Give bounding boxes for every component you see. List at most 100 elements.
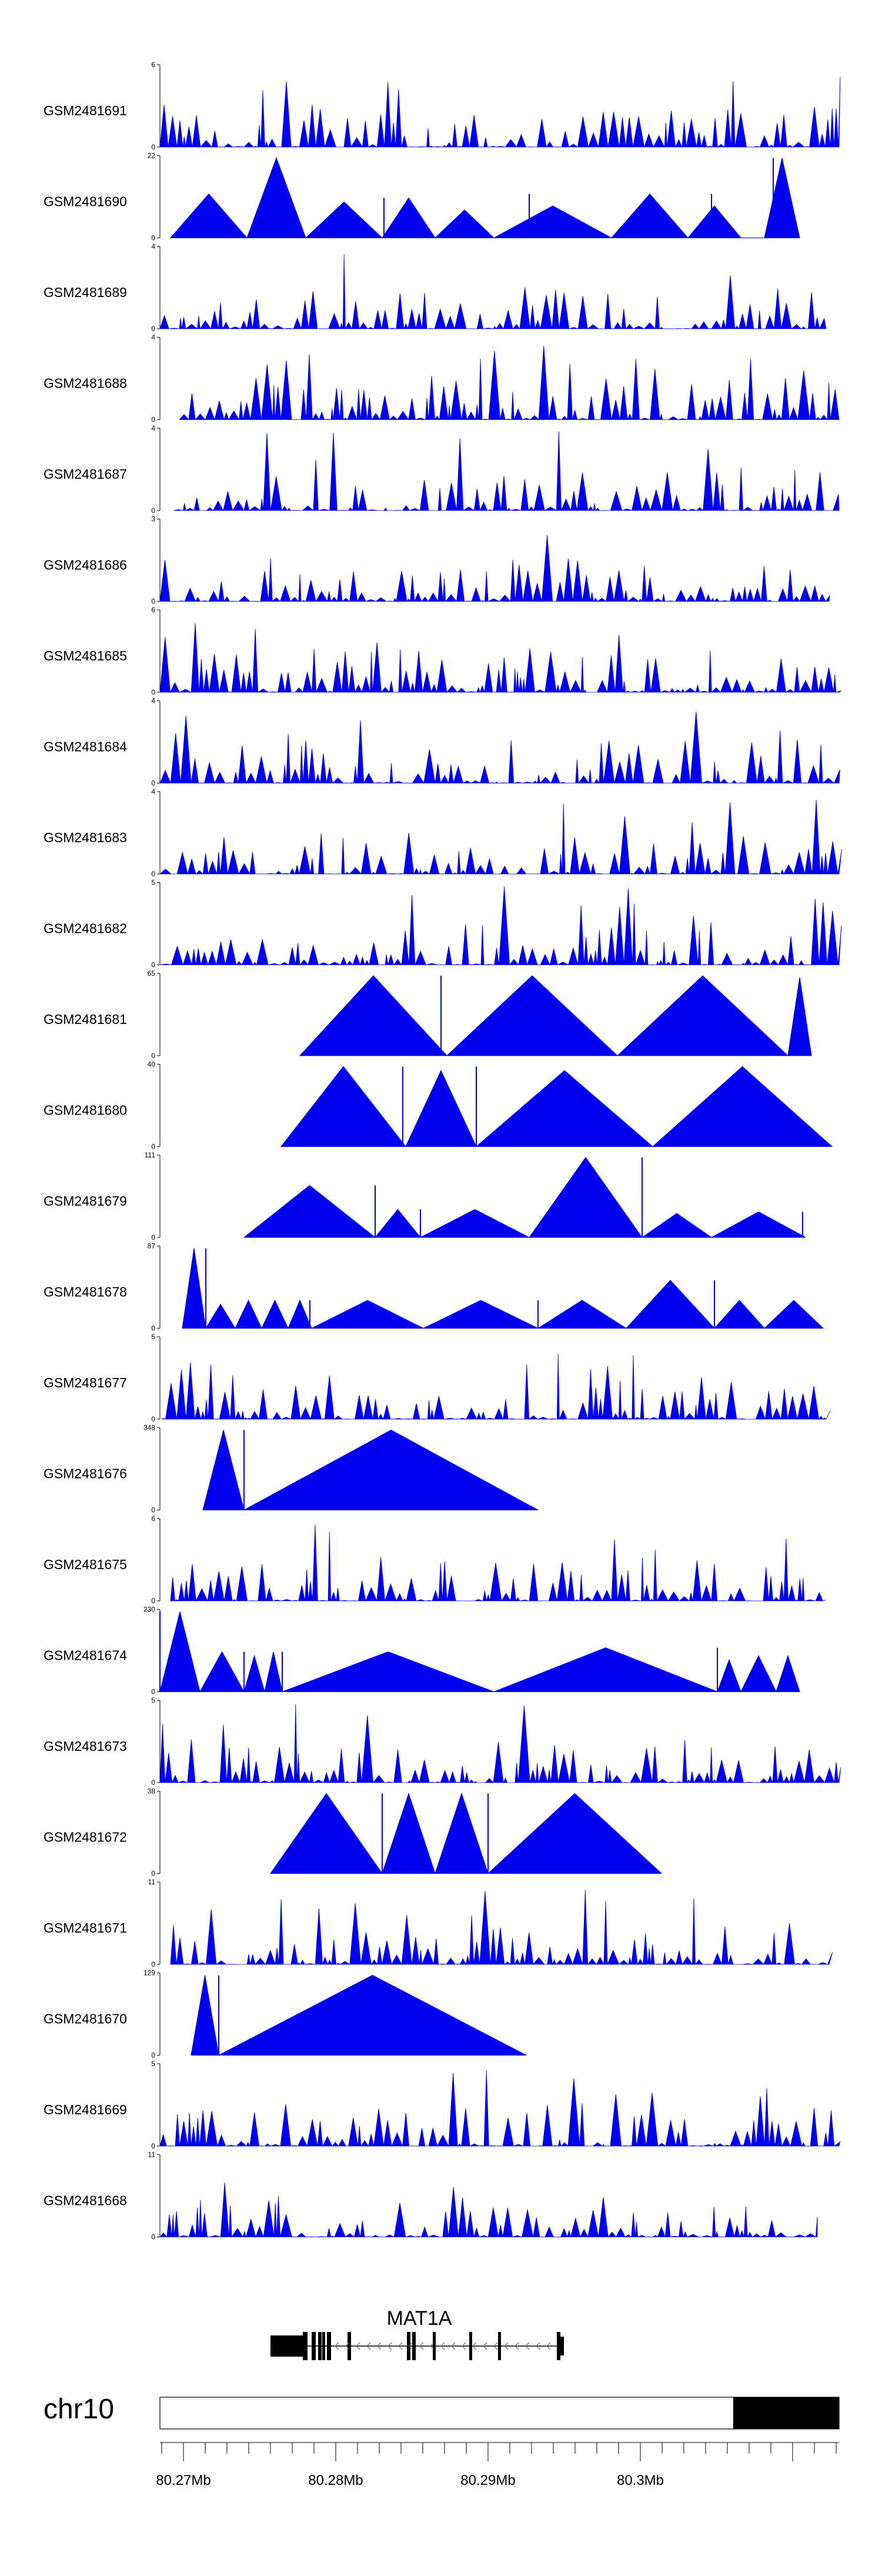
chromosome-band	[733, 2397, 839, 2429]
y-axis-min-label: 0	[151, 688, 155, 696]
chromosome-label: chr10	[44, 2394, 114, 2425]
strand-arrow-icon	[387, 2342, 392, 2350]
track-label: GSM2481687	[44, 466, 127, 482]
coverage-area	[159, 76, 841, 148]
y-axis-min-label: 0	[151, 1778, 155, 1787]
track-GSM2481671: GSM2481671 11 0	[44, 1878, 833, 1968]
axis-tick-label: 80.27Mb	[156, 2472, 211, 2488]
track-GSM2481677: GSM2481677 5 0	[44, 1333, 831, 1423]
track-label: GSM2481678	[44, 1284, 127, 1300]
coverage-area	[170, 1890, 833, 1966]
y-axis-max-label: 5	[151, 1333, 155, 1341]
coverage-area	[169, 157, 800, 239]
exon-block	[303, 2332, 308, 2360]
y-axis-min-label: 0	[151, 598, 155, 606]
y-axis-min-label: 0	[151, 1960, 155, 1968]
track-GSM2481685: GSM2481685 6 0	[44, 606, 841, 696]
y-axis-min-label: 0	[151, 1143, 155, 1151]
strand-arrow-icon	[430, 2342, 435, 2350]
y-axis-min-label: 0	[151, 325, 155, 333]
y-axis-max-label: 5	[151, 879, 155, 887]
track-GSM2481678: GSM2481678 87 0	[44, 1242, 824, 1333]
track-label: GSM2481673	[44, 1739, 127, 1754]
exon-block	[312, 2332, 316, 2360]
coverage-area	[299, 975, 812, 1057]
y-axis-min-label: 0	[151, 506, 155, 515]
exon-block	[469, 2332, 472, 2360]
strand-arrow-icon	[504, 2342, 509, 2350]
y-axis-max-label: 4	[151, 333, 155, 342]
track-GSM2481691: GSM2481691 6 0	[44, 61, 841, 151]
y-axis-max-label: 111	[145, 1151, 156, 1159]
track-label: GSM2481677	[44, 1375, 127, 1390]
strand-arrow-icon	[440, 2342, 445, 2350]
y-axis-max-label: 38	[148, 1787, 156, 1796]
track-label: GSM2481672	[44, 1830, 127, 1845]
track-GSM2481672: GSM2481672 38 0	[44, 1787, 663, 1878]
track-label: GSM2481689	[44, 285, 127, 300]
strand-arrow-icon	[409, 2342, 413, 2350]
track-GSM2481673: GSM2481673 5 0	[44, 1696, 841, 1787]
utr-block	[559, 2337, 564, 2355]
track-label: GSM2481669	[44, 2102, 127, 2117]
y-axis-min-label: 0	[151, 2051, 155, 2060]
y-axis-min-label: 0	[151, 2142, 155, 2150]
coverage-area	[159, 1704, 841, 1784]
coverage-area	[159, 2182, 818, 2238]
strand-arrow-icon	[356, 2342, 360, 2350]
track-label: GSM2481688	[44, 376, 127, 391]
exon-block	[407, 2332, 410, 2360]
track-label: GSM2481683	[44, 830, 127, 845]
track-label: GSM2481674	[44, 1648, 127, 1663]
y-axis-min-label: 0	[151, 416, 155, 424]
axis-tick-label: 80.28Mb	[308, 2472, 363, 2488]
y-axis-min-label: 0	[151, 1052, 155, 1060]
gene-model: MAT1A	[270, 2307, 564, 2360]
y-axis-max-label: 22	[148, 152, 156, 160]
track-label: GSM2481671	[44, 1920, 127, 1936]
coverage-tracks: GSM248169160GSM2481690220GSM248168940GSM…	[44, 61, 842, 2241]
coverage-area	[179, 346, 840, 421]
track-label: GSM2481686	[44, 558, 127, 573]
track-GSM2481684: GSM2481684 4 0	[44, 697, 840, 788]
track-GSM2481675: GSM2481675 6 0	[44, 1514, 826, 1605]
strand-arrow-icon	[451, 2342, 456, 2350]
track-label: GSM2481685	[44, 648, 127, 663]
y-axis-max-label: 6	[151, 606, 155, 614]
strand-arrow-icon	[462, 2342, 466, 2350]
y-axis-max-label: 65	[148, 969, 156, 977]
strand-arrow-icon	[493, 2342, 498, 2350]
track-GSM2481670: GSM2481670 129 0	[44, 1969, 527, 2060]
y-axis-max-label: 3	[151, 515, 155, 523]
coverage-area	[159, 1611, 800, 1693]
track-GSM2481674: GSM2481674 230 0	[44, 1606, 800, 1696]
y-axis-min-label: 0	[151, 1324, 155, 1333]
track-label: GSM2481690	[44, 194, 127, 209]
coverage-area	[191, 1974, 527, 2056]
track-label: GSM2481676	[44, 1466, 127, 1481]
y-axis-max-label: 4	[151, 424, 155, 432]
coverage-area	[161, 1353, 831, 1420]
coverage-area	[159, 535, 830, 603]
y-axis-max-label: 40	[148, 1060, 156, 1069]
y-axis-max-label: 87	[148, 1242, 156, 1250]
gene-label: MAT1A	[387, 2307, 452, 2330]
y-axis-max-label: 129	[143, 1969, 155, 1977]
track-label: GSM2481675	[44, 1557, 127, 1572]
track-GSM2481679: GSM2481679 111 0	[44, 1151, 806, 1242]
y-axis-min-label: 0	[151, 1870, 155, 1878]
coverage-area	[159, 2070, 841, 2147]
track-GSM2481668: GSM2481668 11 0	[44, 2151, 818, 2241]
coverage-area	[159, 254, 827, 330]
track-label: GSM2481680	[44, 1103, 127, 1118]
track-GSM2481688: GSM2481688 4 0	[44, 333, 840, 424]
strand-arrow-icon	[472, 2342, 477, 2350]
track-label: GSM2481682	[44, 921, 127, 936]
y-axis-max-label: 5	[151, 2060, 155, 2068]
track-GSM2481682: GSM2481682 5 0	[44, 879, 842, 969]
exon-block	[498, 2332, 501, 2360]
gene-structure	[270, 2332, 564, 2360]
y-axis-max-label: 11	[148, 1878, 156, 1886]
track-GSM2481681: GSM2481681 65 0	[44, 969, 812, 1060]
y-axis-max-label: 5	[151, 1696, 155, 1704]
